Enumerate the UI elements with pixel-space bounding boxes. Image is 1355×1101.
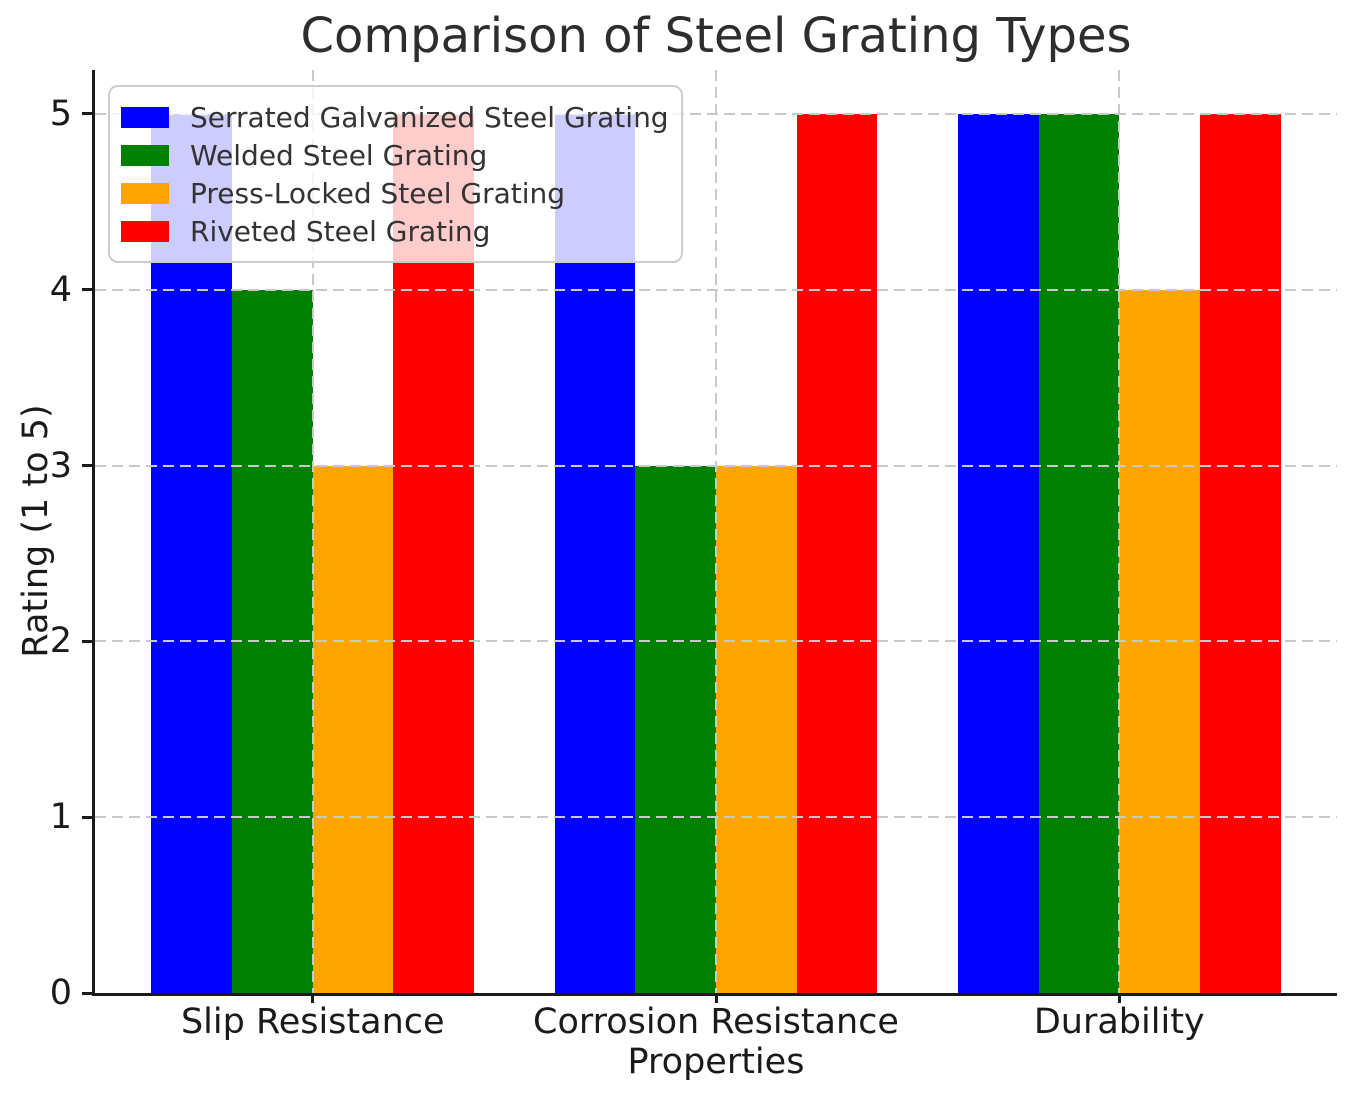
- legend-item: Riveted Steel Grating: [121, 212, 667, 250]
- x-tick-label: Durability: [1033, 1002, 1205, 1042]
- y-tick-mark: [82, 464, 92, 468]
- x-tick-label: Corrosion Resistance: [533, 1002, 899, 1042]
- legend-swatch: [121, 220, 169, 242]
- bar: [1199, 113, 1281, 993]
- y-tick-mark: [82, 815, 92, 819]
- bar: [635, 465, 716, 993]
- x-tick-mark: [311, 993, 315, 1003]
- y-tick-mark: [82, 639, 92, 643]
- gridline-vertical: [715, 70, 717, 993]
- y-tick-label: 3: [49, 445, 72, 486]
- y-tick-mark: [82, 991, 92, 995]
- y-axis-spine: [92, 70, 95, 996]
- y-tick-mark: [82, 112, 92, 116]
- legend-label: Riveted Steel Grating: [190, 214, 491, 248]
- plot-area: Serrated Galvanized Steel Grating Welded …: [92, 70, 1337, 996]
- legend: Serrated Galvanized Steel Grating Welded …: [108, 85, 683, 263]
- y-tick-label: 0: [49, 973, 72, 1013]
- legend-item: Serrated Galvanized Steel Grating: [121, 98, 669, 136]
- legend-swatch: [121, 144, 169, 166]
- bar: [716, 465, 797, 993]
- legend-item: Welded Steel Grating: [121, 136, 667, 174]
- x-tick-mark: [1117, 993, 1121, 1003]
- legend-swatch: [121, 106, 169, 128]
- y-tick-label: 4: [49, 269, 72, 310]
- y-tick-label: 1: [49, 797, 72, 838]
- x-axis-label: Properties: [627, 1042, 805, 1082]
- bar: [312, 465, 394, 993]
- bar: [1038, 113, 1120, 993]
- legend-label: Serrated Galvanized Steel Grating: [190, 100, 669, 134]
- x-tick-label: Slip Resistance: [180, 1002, 445, 1042]
- legend-swatch: [121, 182, 169, 204]
- gridline-vertical: [1118, 70, 1121, 993]
- chart-title: Comparison of Steel Grating Types: [300, 8, 1132, 64]
- legend-label: Press-Locked Steel Grating: [190, 176, 566, 210]
- legend-label: Welded Steel Grating: [190, 138, 488, 172]
- y-tick-mark: [82, 288, 92, 292]
- y-tick-label: 2: [49, 621, 72, 662]
- legend-item: Press-Locked Steel Grating: [121, 174, 667, 212]
- x-tick-mark: [714, 993, 718, 1003]
- y-tick-label: 5: [49, 93, 72, 134]
- bar: [796, 113, 878, 993]
- bar: [957, 113, 1039, 993]
- gridline-vertical: [311, 70, 314, 993]
